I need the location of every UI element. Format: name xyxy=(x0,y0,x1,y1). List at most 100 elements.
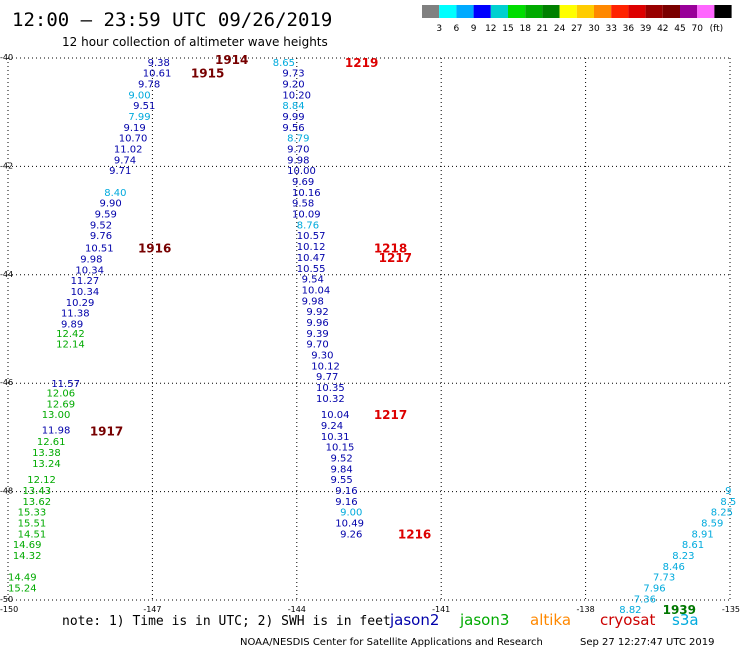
satellite-legend: jason2 jason3 altika cryosat s3a xyxy=(389,611,699,629)
wave-height-point: 9.70 xyxy=(287,145,309,156)
wave-height-point: 8.76 xyxy=(297,220,319,231)
footer-timestamp: Sep 27 12:27:47 UTC 2019 xyxy=(580,637,714,648)
wave-height-point: 8.25 xyxy=(711,508,733,519)
scale-swatch xyxy=(490,5,508,18)
wave-height-point: 9.38 xyxy=(148,58,170,69)
scale-label: 30 xyxy=(588,24,600,34)
y-tick-label: -48 xyxy=(0,487,13,496)
wave-height-point: 10.61 xyxy=(143,69,172,80)
legend-altika: altika xyxy=(530,611,571,629)
scale-label: 21 xyxy=(537,24,548,34)
wave-height-point: 8.79 xyxy=(287,134,309,145)
scale-unit: (ft) xyxy=(710,24,724,34)
time-label: 1216 xyxy=(398,527,431,541)
wave-height-point: 12.61 xyxy=(37,437,66,448)
wave-height-point: 9.99 xyxy=(282,112,304,123)
wave-height-point: 8.46 xyxy=(663,562,685,573)
wave-height-point: 9.69 xyxy=(292,177,314,188)
y-tick-label: -40 xyxy=(0,53,13,62)
wave-height-point: 9.39 xyxy=(306,329,328,340)
scale-label: 39 xyxy=(640,24,652,34)
wave-height-point: 9.51 xyxy=(133,101,155,112)
wave-height-point: 8.91 xyxy=(691,529,713,540)
wave-height-point: 10.35 xyxy=(316,383,345,394)
wave-height-point: 15.51 xyxy=(18,518,47,529)
scale-swatch xyxy=(594,5,612,18)
chart-title: 12:00 – 23:59 UTC 09/26/2019 xyxy=(12,9,332,31)
scale-label: 42 xyxy=(657,24,668,34)
wave-height-point: 15.24 xyxy=(8,584,37,595)
time-label: 1916 xyxy=(138,242,171,256)
scale-label: 27 xyxy=(571,24,582,34)
wave-height-point: 9.71 xyxy=(109,166,131,177)
scale-label: 9 xyxy=(471,24,477,34)
y-tick-label: -46 xyxy=(0,378,13,387)
time-label: 1914 xyxy=(215,53,248,67)
wave-height-point: 9.30 xyxy=(311,350,333,361)
wave-height-point: 11.02 xyxy=(114,145,143,156)
wave-height-point: 9.24 xyxy=(321,421,343,432)
wave-height-point: 9.96 xyxy=(306,318,328,329)
wave-height-point: 9.98 xyxy=(80,255,102,266)
wave-height-point: 8.82 xyxy=(619,605,641,616)
scale-swatch xyxy=(714,5,732,18)
wave-height-point: 7.73 xyxy=(653,573,675,584)
wave-height-point: 9.92 xyxy=(306,307,328,318)
wave-height-point: 9.70 xyxy=(306,340,328,351)
time-label: 1219 xyxy=(345,56,378,70)
wave-height-point: 9.84 xyxy=(330,464,352,475)
time-label: 1939 xyxy=(663,603,696,617)
wave-height-point: 8.59 xyxy=(701,518,723,529)
wave-height-point: 9.77 xyxy=(316,372,338,383)
scale-label: 15 xyxy=(502,24,513,34)
wave-height-point: 10.34 xyxy=(75,265,104,276)
wave-height-point: 7.96 xyxy=(643,584,665,595)
time-label: 1218 xyxy=(374,242,407,256)
scale-swatch xyxy=(662,5,680,18)
wave-height-point: 10.20 xyxy=(282,90,311,101)
wave-height-point: 10.47 xyxy=(297,253,326,264)
wave-height-point: 14.51 xyxy=(18,529,47,540)
time-label: 1217 xyxy=(379,251,412,265)
wave-height-point: 10.31 xyxy=(321,432,350,443)
wave-height-point: 10.00 xyxy=(287,166,316,177)
wave-height-point: 10.12 xyxy=(311,361,340,372)
scale-swatch xyxy=(456,5,474,18)
wave-height-point: 10.32 xyxy=(316,394,345,405)
wave-height-point: 12.42 xyxy=(56,329,85,340)
wave-height-point: 8.5 xyxy=(720,497,736,508)
legend-jason3: jason3 xyxy=(459,611,509,629)
wave-height-point: 9.90 xyxy=(99,199,121,210)
y-tick-label: -50 xyxy=(0,595,13,604)
wave-height-point: 8.40 xyxy=(104,188,126,199)
wave-height-point: 9.16 xyxy=(335,486,357,497)
scale-label: 36 xyxy=(623,24,635,34)
wave-height-point: 9.56 xyxy=(282,123,304,134)
time-label: 1915 xyxy=(191,67,224,81)
x-tick-label: -144 xyxy=(288,605,306,614)
chart-subtitle: 12 hour collection of altimeter wave hei… xyxy=(62,35,328,49)
wave-height-point: 9.19 xyxy=(124,123,146,134)
legend-cryosat: cryosat xyxy=(600,611,655,629)
wave-height-point: 13.00 xyxy=(42,410,71,421)
scale-label: 6 xyxy=(454,24,460,34)
wave-height-point: 14.49 xyxy=(8,573,37,584)
wave-height-point: 9.00 xyxy=(340,508,362,519)
wave-height-point: 10.49 xyxy=(335,518,364,529)
scale-swatch xyxy=(645,5,663,18)
wave-height-point: 13.24 xyxy=(32,459,61,470)
time-label: 1917 xyxy=(90,424,123,438)
axis-tick-labels: -40 -42 -44 -46 -48 -50-150 -147 -144 -141 -138 -1… xyxy=(0,53,740,614)
scale-swatch xyxy=(680,5,698,18)
scale-label: 18 xyxy=(519,24,531,34)
x-tick-label: -138 xyxy=(577,605,595,614)
wave-height-point: 9.78 xyxy=(138,79,160,90)
wave-height-point: 9.26 xyxy=(340,529,362,540)
wave-height-point: 9.73 xyxy=(282,69,304,80)
wave-height-point: 9.76 xyxy=(90,231,112,242)
wave-height-point: 12.14 xyxy=(56,340,85,351)
wave-height-point: 12.69 xyxy=(47,399,76,410)
wave-height-point: 13.38 xyxy=(32,448,61,459)
